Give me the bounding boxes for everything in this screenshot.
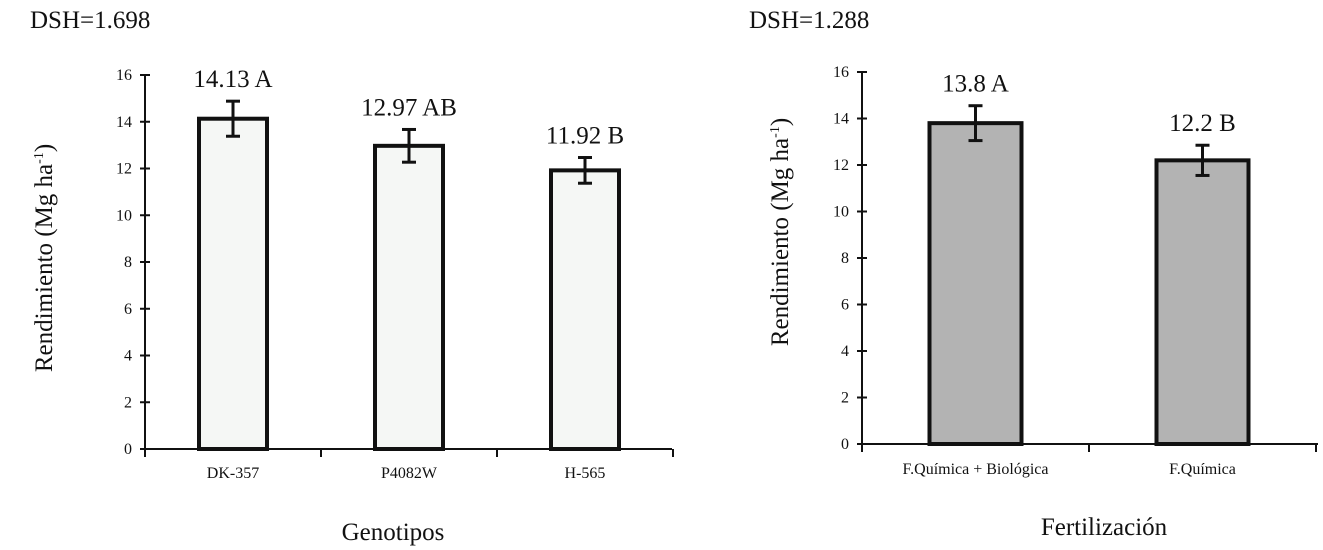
bar: [1154, 158, 1251, 446]
bar: [197, 116, 269, 452]
y-tick-label: 16: [833, 64, 849, 81]
y-tick-label: 10: [833, 204, 849, 221]
y-tick-label: 4: [124, 348, 132, 365]
y-axis-label: Rendimiento (Mg ha-1): [767, 118, 794, 346]
x-axis-label: Fertilización: [1041, 514, 1168, 541]
y-tick-label: 0: [124, 441, 132, 458]
bar: [549, 168, 621, 451]
y-axis-label-main: Rendimiento (Mg ha: [767, 138, 794, 346]
y-tick-label: 10: [116, 207, 132, 224]
y-tick-label: 12: [833, 157, 849, 174]
y-tick-label: 0: [841, 436, 849, 453]
y-tick-label: 2: [124, 394, 132, 411]
y-tick-label: 14: [116, 114, 132, 131]
y-tick-label: 8: [124, 254, 132, 271]
y-tick-label: 4: [841, 343, 849, 360]
value-label: 12.2 B: [1169, 110, 1236, 137]
value-label: 12.97 AB: [361, 94, 457, 121]
value-label: 14.13 A: [193, 66, 272, 93]
x-axis-label: Genotipos: [342, 519, 445, 546]
y-tick-label: 14: [833, 111, 849, 128]
category-label: P4082W: [381, 465, 438, 482]
y-tick-label: 16: [116, 67, 132, 84]
value-label: 13.8 A: [942, 71, 1009, 98]
category-label: DK-357: [207, 465, 259, 482]
category-label: F.Química: [1169, 461, 1236, 478]
y-axis-label-superscript: -1: [32, 152, 47, 164]
value-label: 11.92 B: [546, 123, 624, 150]
y-axis-label-close: ): [767, 118, 794, 126]
y-tick-label: 8: [841, 250, 849, 267]
y-axis-label-close: ): [31, 144, 58, 152]
y-axis-label: Rendimiento (Mg ha-1): [31, 144, 58, 372]
dsh-label: DSH=1.698: [30, 7, 150, 34]
category-label: F.Química + Biológica: [903, 461, 1049, 478]
category-label: H-565: [565, 465, 606, 482]
bar: [373, 143, 445, 451]
bar: [927, 121, 1024, 447]
dsh-label: DSH=1.288: [749, 7, 869, 34]
y-tick-label: 6: [841, 297, 849, 314]
chart-fertilizacion: DSH=1.288 0 2 4 6 8 10 12 14 16 13.8 A F.Química + …: [749, 7, 1318, 541]
y-tick-label: 6: [124, 301, 132, 318]
y-axis-label-superscript: -1: [768, 126, 783, 138]
y-axis-label-main: Rendimiento (Mg ha: [31, 164, 58, 372]
chart-genotipos: DSH=1.698 0 2 4 6 8 10 12 14 16 14.13 A DK-357 12.97…: [30, 7, 674, 546]
y-tick-label: 12: [116, 161, 132, 178]
y-tick-label: 2: [841, 390, 849, 407]
